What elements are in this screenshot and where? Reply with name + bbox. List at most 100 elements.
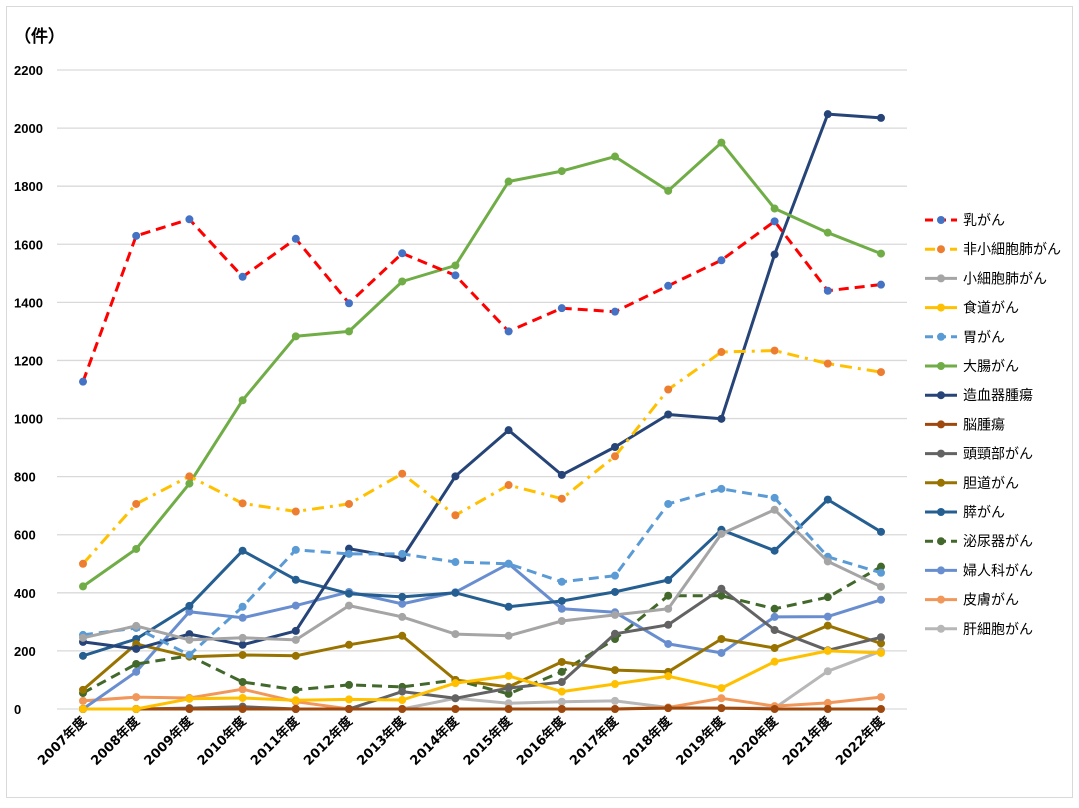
data-point	[504, 689, 513, 698]
data-point	[664, 281, 673, 290]
data-point	[823, 557, 832, 566]
data-point	[79, 651, 87, 660]
data-point	[877, 693, 885, 702]
series-lines	[79, 110, 885, 713]
data-point	[79, 685, 87, 694]
x-tick-label: 2016年度	[513, 713, 569, 769]
legend-item: 造血器腫瘍	[925, 387, 1033, 404]
y-tick-label: 1000	[14, 412, 43, 427]
data-point	[717, 684, 726, 693]
data-point	[504, 177, 513, 186]
series-2	[79, 346, 885, 568]
data-point	[823, 667, 832, 676]
data-point	[291, 332, 300, 341]
y-tick-label: 200	[14, 644, 36, 659]
data-point	[877, 368, 885, 377]
data-point	[823, 495, 832, 504]
data-point	[185, 705, 194, 713]
data-point	[345, 327, 353, 336]
data-point	[504, 426, 513, 435]
data-point	[611, 307, 619, 316]
data-point	[770, 705, 779, 713]
x-tick-label: 2020年度	[726, 713, 782, 769]
data-point	[877, 595, 885, 604]
data-point	[717, 704, 726, 713]
legend-item: 肝細胞がん	[925, 622, 1033, 638]
data-point	[770, 346, 779, 355]
y-tick-label: 1800	[14, 179, 43, 194]
x-tick-label: 2014年度	[407, 713, 463, 769]
data-point	[717, 694, 726, 703]
y-tick-label: 2000	[14, 121, 43, 136]
x-tick-label: 2008年度	[88, 713, 144, 769]
series-10	[79, 621, 885, 694]
data-point	[238, 546, 247, 555]
data-point	[557, 604, 566, 613]
data-point	[557, 167, 566, 176]
data-point	[398, 277, 407, 286]
data-point	[664, 672, 673, 681]
data-point	[504, 327, 513, 336]
data-point	[823, 593, 832, 602]
data-point	[611, 680, 619, 689]
series-1	[79, 215, 885, 386]
data-point	[823, 110, 832, 119]
data-point	[398, 469, 407, 478]
data-point	[770, 493, 779, 502]
data-point	[557, 687, 566, 696]
y-tick-label: 0	[14, 702, 21, 717]
series-line	[82, 624, 882, 691]
data-point	[345, 601, 353, 610]
data-point	[185, 650, 194, 659]
data-point	[291, 601, 300, 610]
data-point	[877, 633, 885, 642]
legend-label: 非小細胞肺がん	[963, 242, 1061, 258]
data-point	[132, 693, 141, 702]
data-point	[451, 694, 460, 703]
data-point	[132, 499, 141, 508]
y-tick-label: 1600	[14, 237, 43, 252]
data-point	[451, 271, 460, 280]
data-point	[345, 499, 353, 508]
data-point	[557, 494, 566, 503]
data-point	[291, 635, 300, 644]
data-point	[398, 695, 407, 704]
data-point	[611, 571, 619, 580]
data-point	[877, 280, 885, 289]
data-point	[557, 705, 566, 713]
legend-item: 泌尿器がん	[925, 534, 1033, 550]
legend-item: 食道がん	[925, 300, 1019, 317]
gridlines	[57, 69, 907, 710]
data-point	[504, 671, 513, 680]
data-point	[291, 575, 300, 584]
data-point	[770, 204, 779, 213]
legend-label: 肝細胞がん	[963, 622, 1033, 638]
data-point	[664, 410, 673, 419]
x-tick-label: 2013年度	[354, 713, 410, 769]
y-tick-label: 2200	[14, 63, 43, 78]
data-point	[398, 249, 407, 258]
series-8	[79, 704, 885, 713]
data-point	[398, 705, 407, 713]
data-point	[770, 505, 779, 514]
data-point	[770, 657, 779, 666]
data-point	[345, 589, 353, 598]
data-point	[877, 648, 885, 657]
data-point	[877, 582, 885, 591]
data-point	[664, 499, 673, 508]
data-point	[823, 286, 832, 295]
legend-item: 乳がん	[925, 213, 1005, 229]
data-point	[185, 472, 194, 481]
data-point	[291, 626, 300, 635]
series-line	[82, 508, 882, 642]
x-tick-label: 2019年度	[673, 713, 729, 769]
data-point	[770, 546, 779, 555]
data-point	[451, 511, 460, 520]
legend-label: 泌尿器がん	[963, 534, 1033, 550]
data-point	[823, 646, 832, 655]
series-line	[83, 587, 882, 711]
data-point	[451, 261, 460, 270]
data-point	[877, 249, 885, 258]
x-tick-label: 2007年度	[35, 713, 91, 769]
data-point	[504, 684, 513, 693]
